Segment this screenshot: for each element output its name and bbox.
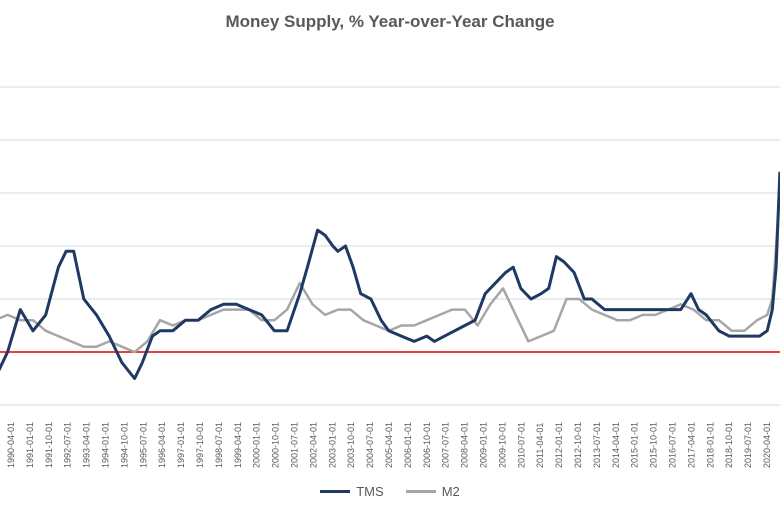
x-tick-label: 2011-04-01 [535,423,545,468]
series-line-m2 [0,182,780,354]
x-tick-label: 2016-07-01 [668,422,678,468]
x-tick-label: 2015-10-01 [649,422,659,468]
series-lines [0,171,780,380]
legend: TMS M2 [0,484,780,499]
legend-label-m2: M2 [441,484,460,499]
x-tick-label: 2018-01-01 [705,422,715,468]
x-tick-label: 2003-01-01 [327,422,337,468]
x-tick-label: 2010-07-01 [516,422,526,468]
x-tick-label: 2008-04-01 [460,422,470,468]
legend-item-m2: M2 [405,484,460,499]
x-tick-label: 2020-04-01 [762,422,772,468]
x-tick-label: 1997-01-01 [176,422,186,468]
x-tick-label: 2006-01-01 [403,422,413,468]
x-tick-label: 2001-07-01 [290,422,300,468]
x-tick-labels: 1990-04-01 1991-01-01 1991-10-01 1992-07-01… [6,422,772,468]
x-tick-label: 2003-10-01 [346,422,356,468]
x-tick-label: 2006-10-01 [422,422,432,468]
x-tick-label: 2015-01-01 [630,422,640,468]
x-tick-label: 2012-01-01 [554,422,564,468]
x-tick-label: 2009-10-01 [497,422,507,468]
x-tick-label: 2002-04-01 [308,422,318,468]
legend-swatch-tms [320,490,351,493]
x-tick-label: 2000-01-01 [252,422,262,468]
x-tick-label: 1999-04-01 [233,422,243,468]
x-tick-label: 1992-07-01 [63,422,73,468]
legend-swatch-m2 [405,490,436,493]
x-tick-label: 2007-07-01 [441,422,451,468]
series-line-tms [0,171,780,380]
x-tick-label: 2012-10-01 [573,422,583,468]
x-tick-label: 1991-10-01 [44,422,54,468]
x-tick-label: 1990-04-01 [6,422,16,468]
x-tick-label: 1994-01-01 [101,422,111,468]
x-tick-label: 1991-01-01 [25,422,35,468]
x-tick-label: 1995-07-01 [138,422,148,468]
x-tick-label: 2019-07-01 [743,422,753,468]
x-tick-label: 2017-04-01 [686,422,696,468]
x-tick-label: 1994-10-01 [119,422,129,468]
x-tick-label: 2013-07-01 [592,422,602,468]
legend-item-tms: TMS [320,484,384,499]
x-tick-label: 2018-10-01 [724,422,734,468]
x-tick-label: 1993-04-01 [82,422,92,468]
gridlines [0,86,780,406]
chart-title: Money Supply, % Year-over-Year Change [225,12,555,31]
x-tick-label: 1997-10-01 [195,422,205,468]
x-tick-label: 1996-04-01 [157,422,167,468]
legend-label-tms: TMS [356,484,384,499]
x-tick-label: 2009-01-01 [479,422,489,468]
x-tick-label: 2004-07-01 [365,422,375,468]
x-tick-label: 2000-10-01 [271,422,281,468]
x-tick-label: 2014-04-01 [611,422,621,468]
x-tick-label: 2005-04-01 [384,422,394,468]
x-tick-label: 1998-07-01 [214,422,224,468]
